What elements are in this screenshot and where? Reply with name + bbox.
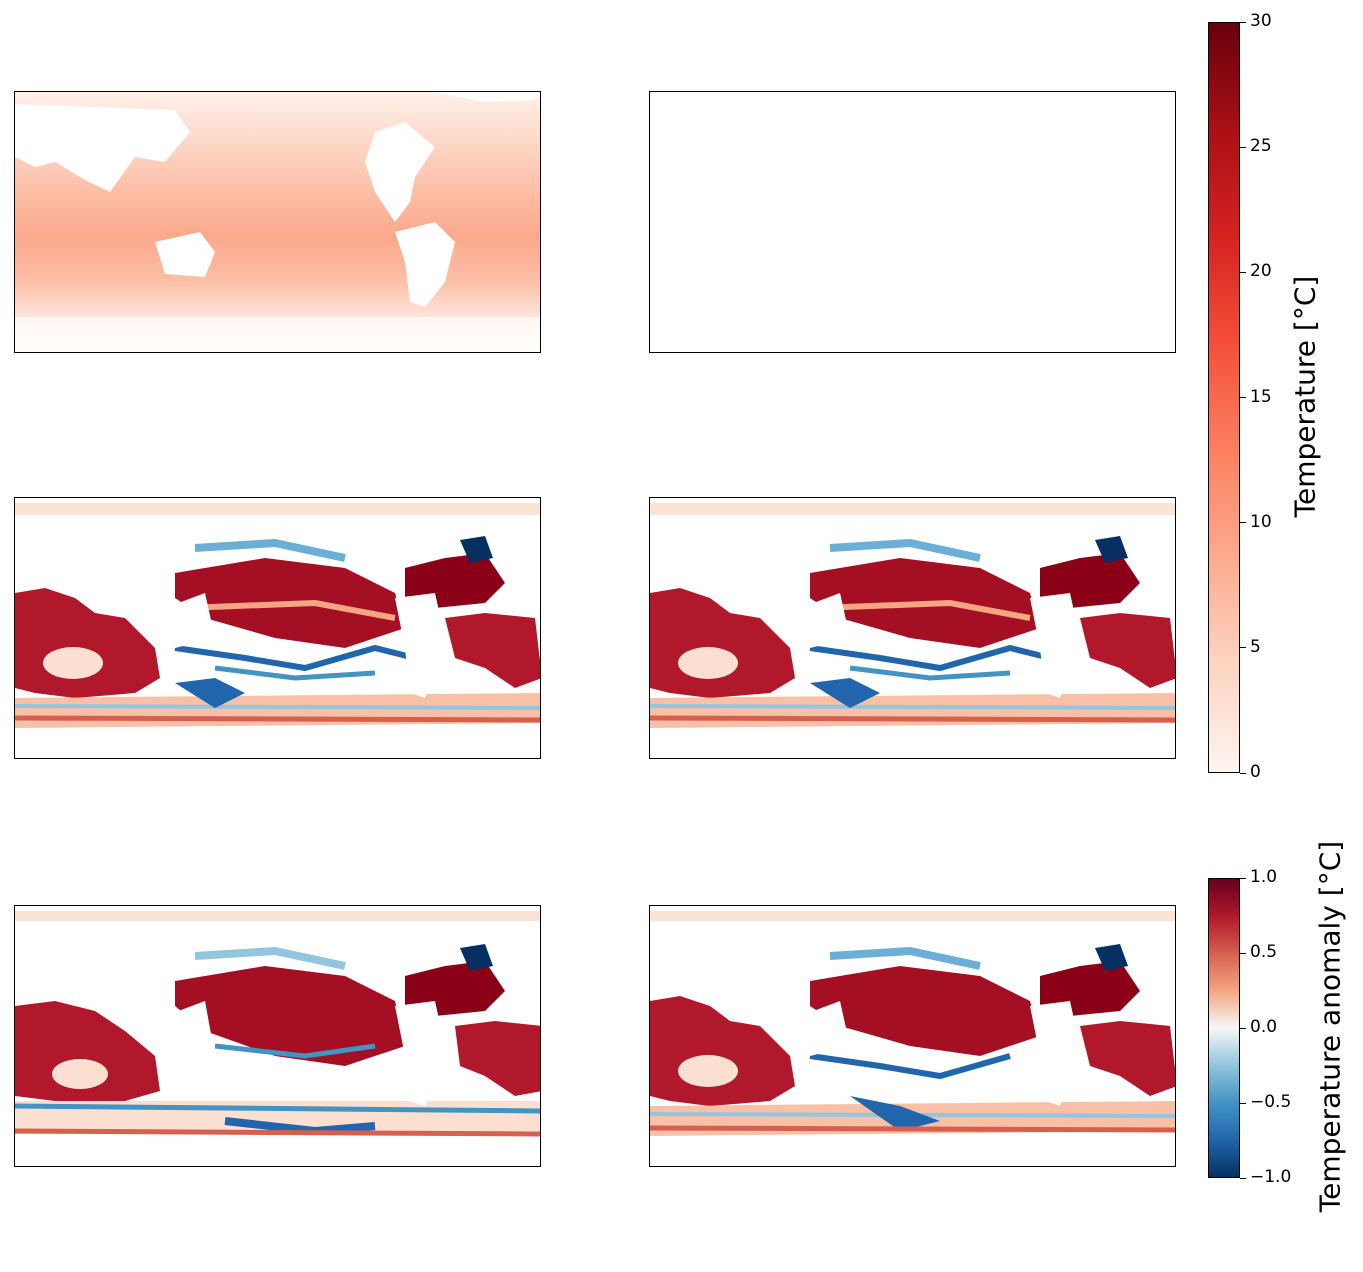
map-panel-bottom-right — [649, 905, 1176, 1167]
colorbar-tick-mark — [1240, 952, 1246, 954]
colorbar-tick-label: −0.5 — [1250, 1092, 1292, 1112]
colorbar-tick-mark — [1240, 1027, 1246, 1029]
anomaly-map — [650, 498, 1175, 758]
colorbar-tick-mark — [1240, 772, 1246, 774]
colorbar-tick-label: 0.5 — [1250, 942, 1278, 962]
colorbar-tick-label: 10 — [1250, 511, 1272, 532]
colorbar-tick-mark — [1240, 522, 1246, 524]
colorbar-tick-label: 30 — [1250, 11, 1272, 31]
colorbar-tick-mark — [1240, 271, 1246, 273]
colorbar-tick-mark — [1240, 1102, 1246, 1104]
map-panel-bottom-left — [14, 905, 541, 1167]
colorbar-tick-label: −1.0 — [1250, 1167, 1292, 1187]
colorbar-tick-mark — [1240, 647, 1246, 649]
colorbar-tick-mark — [1240, 146, 1246, 148]
temperature-map — [15, 92, 540, 352]
temperature-colorbar — [1208, 22, 1240, 773]
colorbar-tick-mark — [1240, 21, 1246, 23]
colorbar-tick-mark — [1240, 1177, 1246, 1179]
anomaly-map — [650, 906, 1175, 1166]
colorbar-tick-label: 1.0 — [1250, 867, 1278, 887]
colorbar-tick-label: 5 — [1250, 636, 1261, 657]
colorbar-tick-label: 20 — [1250, 261, 1272, 282]
colorbar-tick-mark — [1240, 877, 1246, 879]
colorbar-tick-label: 0.0 — [1250, 1017, 1278, 1037]
temperature-colorbar-label: Temperature [°C] — [1288, 275, 1322, 518]
map-panel-top-left — [14, 91, 541, 353]
anomaly-colorbar-label: Temperature anomaly [°C] — [1313, 840, 1347, 1213]
anomaly-colorbar — [1208, 878, 1240, 1178]
anomaly-map — [15, 906, 540, 1166]
map-panel-top-right — [649, 91, 1176, 353]
colorbar-tick-label: 15 — [1250, 386, 1272, 407]
map-panel-middle-right — [649, 497, 1176, 759]
colorbar-tick-mark — [1240, 397, 1246, 398]
colorbar-tick-label: 0 — [1250, 762, 1261, 782]
anomaly-map — [15, 498, 540, 758]
colorbar-tick-label: 25 — [1250, 136, 1272, 157]
map-panel-middle-left — [14, 497, 541, 759]
